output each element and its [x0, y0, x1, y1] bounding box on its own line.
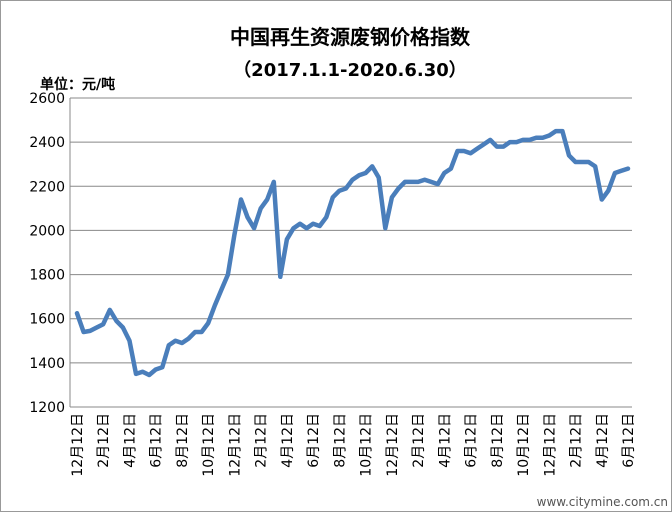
x-tick-label: 2月12日: [411, 413, 427, 468]
x-tick-label: 4月12日: [122, 413, 138, 468]
x-tick-label: 6月12日: [149, 413, 165, 468]
x-tick-label: 8月12日: [490, 413, 506, 468]
x-tick-label: 8月12日: [332, 413, 348, 468]
x-tick-label: 2月12日: [96, 413, 112, 468]
x-tick-label: 4月12日: [595, 413, 611, 468]
x-tick-label: 6月12日: [621, 413, 637, 468]
y-axis-label: 单位：元/吨: [40, 76, 115, 93]
y-tick-label: 2000: [29, 223, 65, 239]
x-tick-label: 2月12日: [254, 413, 270, 468]
x-tick-label: 10月12日: [516, 413, 532, 477]
x-tick-label: 12月12日: [542, 413, 558, 477]
chart-subtitle: （2017.1.1-2020.6.30）: [233, 60, 467, 81]
x-tick-label: 10月12日: [201, 413, 217, 477]
x-tick-label: 6月12日: [306, 413, 322, 468]
x-tick-label: 4月12日: [437, 413, 453, 468]
chart-title: 中国再生资源废钢价格指数: [230, 25, 471, 49]
y-tick-label: 2200: [29, 179, 65, 195]
y-tick-label: 1200: [29, 400, 65, 416]
x-tick-label: 12月12日: [70, 413, 86, 477]
data-line: [74, 128, 631, 378]
watermark: www.citymine.com.cn: [537, 495, 668, 509]
x-tick-label: 10月12日: [359, 413, 375, 477]
y-tick-label: 1800: [29, 268, 65, 284]
x-tick-label: 2月12日: [569, 413, 585, 468]
y-tick-label: 2400: [29, 135, 65, 151]
x-tick-label: 4月12日: [280, 413, 296, 468]
x-tick-label: 12月12日: [227, 413, 243, 477]
x-tick-label: 6月12日: [464, 413, 480, 468]
x-tick-label: 8月12日: [175, 413, 191, 468]
y-tick-label: 2600: [29, 91, 65, 107]
x-tick-label: 12月12日: [385, 413, 401, 477]
y-tick-label: 1600: [29, 312, 65, 328]
y-tick-label: 1400: [29, 356, 65, 372]
